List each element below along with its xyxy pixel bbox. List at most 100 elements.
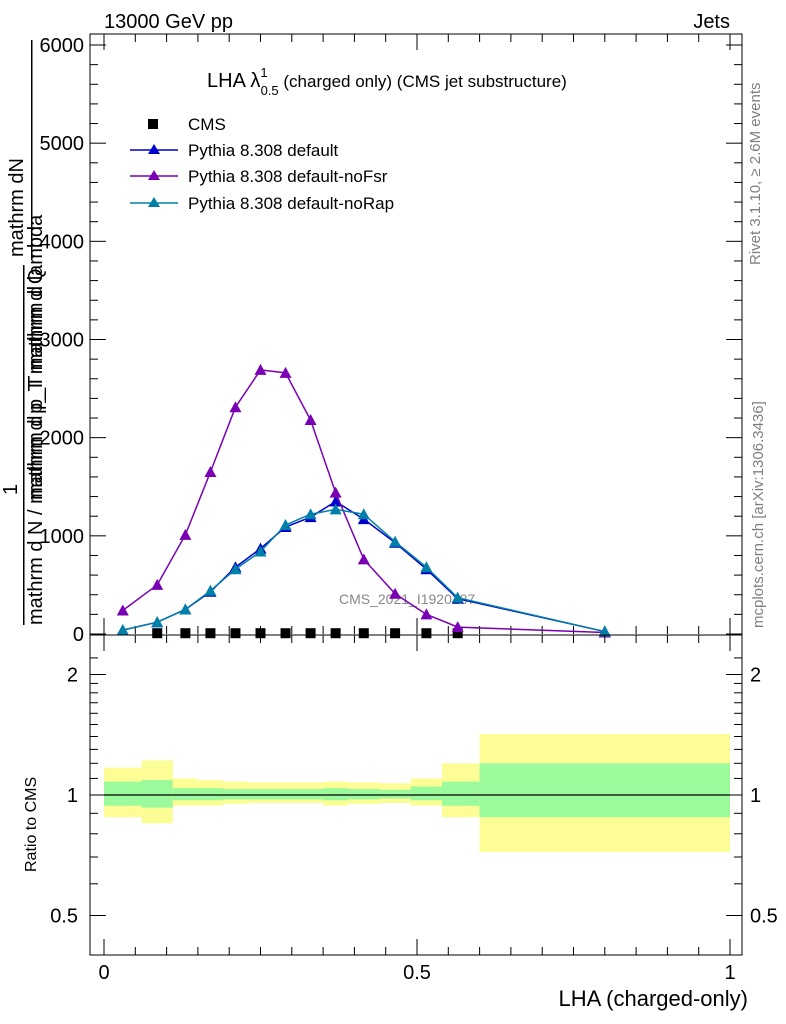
ratio-x-tick-label: 1 bbox=[724, 962, 735, 984]
cms-data-point bbox=[421, 628, 432, 639]
legend-norap-label: Pythia 8.308 default-noRap bbox=[188, 194, 394, 213]
cms-data-point bbox=[255, 628, 266, 639]
noRap-data-point bbox=[389, 535, 402, 547]
ratio-bands bbox=[104, 734, 730, 853]
noFsr-data-point bbox=[229, 401, 242, 413]
ratio-inner-band bbox=[298, 789, 324, 800]
ratio-inner-band bbox=[141, 780, 173, 808]
cms-data-point bbox=[280, 628, 291, 639]
main-y-tick-label: 2000 bbox=[40, 428, 85, 450]
cms-data-point bbox=[180, 628, 191, 639]
y-label-one: 1 bbox=[0, 484, 22, 495]
noFsr-data-point bbox=[279, 366, 292, 378]
ratio-x-tick-label: 0.5 bbox=[403, 962, 431, 984]
ratio-inner-band bbox=[197, 788, 223, 801]
y-label-top2: mathrm d p_T mathrm d lambda bbox=[25, 214, 47, 500]
legend: CMS Pythia 8.308 default Pythia 8.308 de… bbox=[130, 115, 394, 213]
noRap-data-point bbox=[116, 624, 129, 636]
analysis-watermark: CMS_2021_I1920187 bbox=[339, 591, 475, 607]
title-rest: (charged only) (CMS jet substructure) bbox=[279, 72, 567, 91]
ratio-inner-band bbox=[172, 788, 198, 801]
noRap-data-point bbox=[357, 508, 370, 520]
ratio-y-label: Ratio to CMS bbox=[23, 777, 40, 872]
legend-nofsr-marker bbox=[148, 170, 160, 180]
main-y-tick-label: 1000 bbox=[40, 526, 85, 548]
noFsr-data-point bbox=[420, 608, 433, 620]
chart-title: LHA λ1 0.5 (charged only) (CMS jet substr… bbox=[207, 65, 567, 98]
noRap-data-point bbox=[451, 591, 464, 603]
ratio-y-tick-label-right: 2 bbox=[750, 665, 761, 687]
title-main: LHA λ bbox=[207, 70, 260, 92]
main-y-tick-label: 3000 bbox=[40, 330, 85, 352]
cms-data-point bbox=[152, 628, 163, 639]
header-energy: 13000 GeV pp bbox=[104, 11, 233, 33]
legend-norap-marker bbox=[148, 197, 160, 207]
noFsr-data-point bbox=[204, 466, 217, 478]
noFsr-data-point bbox=[329, 486, 342, 498]
legend-cms-label: CMS bbox=[188, 115, 226, 134]
x-axis-label: LHA (charged-only) bbox=[558, 986, 748, 1011]
ratio-y-tick-labels: 0.5 0.5 1 1 2 2 bbox=[50, 665, 778, 928]
ratio-y-tick-label: 1 bbox=[67, 785, 78, 807]
ratio-y-tick-label: 0.5 bbox=[50, 906, 78, 928]
ratio-inner-band bbox=[348, 789, 380, 800]
y-label-bottom: mathrm d N / mathrm d p_T mathrm d Q bbox=[25, 269, 47, 625]
ratio-inner-band bbox=[222, 789, 248, 800]
noFsr-data-point bbox=[116, 604, 129, 616]
ratio-inner-band bbox=[379, 789, 411, 799]
ratio-inner-band bbox=[410, 786, 443, 801]
noFsr-data-point bbox=[389, 587, 402, 599]
ratio-y-tick-label: 2 bbox=[67, 665, 78, 687]
noFsr-data-point bbox=[451, 621, 464, 633]
noFsr-data-point bbox=[357, 553, 370, 565]
noRap-data-point bbox=[329, 503, 342, 515]
noRap-series-line bbox=[122, 508, 605, 633]
cms-data-point bbox=[452, 628, 463, 639]
y-label-fraction-bar-2 bbox=[23, 265, 25, 625]
noFsr-series-line bbox=[122, 369, 605, 634]
y-label-top: mathrm dN bbox=[6, 158, 28, 257]
noRap-data-point bbox=[304, 508, 317, 520]
legend-default-marker bbox=[148, 144, 160, 154]
ratio-y-tick-label-right: 0.5 bbox=[750, 906, 778, 928]
noFsr-data-point bbox=[254, 363, 267, 375]
ratio-y-tick-label-right: 1 bbox=[750, 785, 761, 807]
main-axis-ticks bbox=[90, 34, 742, 635]
cms-data-point bbox=[330, 628, 341, 639]
ratio-x-tick-labels: 0 0.5 1 bbox=[98, 962, 735, 984]
noFsr-data-point bbox=[151, 578, 164, 590]
ratio-axis-ticks bbox=[90, 635, 742, 955]
noFsr-data-point bbox=[304, 413, 317, 425]
legend-default-label: Pythia 8.308 default bbox=[188, 141, 339, 160]
ratio-inner-band bbox=[323, 788, 349, 801]
cms-data-point bbox=[230, 628, 241, 639]
main-series-layer bbox=[116, 363, 611, 639]
cms-data-point bbox=[305, 628, 316, 639]
ratio-inner-band bbox=[104, 781, 142, 806]
legend-nofsr-label: Pythia 8.308 default-noFsr bbox=[188, 167, 388, 186]
y-label-fraction-bar bbox=[31, 40, 33, 258]
rivet-label: Rivet 3.1.10, ≥ 2.6M events bbox=[747, 83, 764, 266]
noRap-data-point bbox=[179, 603, 192, 615]
noRap-data-point bbox=[598, 625, 611, 637]
header-category: Jets bbox=[693, 11, 730, 33]
noFsr-data-point bbox=[179, 528, 192, 540]
noRap-data-point bbox=[279, 519, 292, 531]
ratio-inner-band bbox=[479, 763, 730, 818]
default-data-point bbox=[329, 495, 342, 507]
ratio-inner-band bbox=[273, 789, 299, 800]
title-sub: 0.5 bbox=[261, 83, 279, 98]
cms-data-point bbox=[358, 628, 369, 639]
main-y-tick-label: 6000 bbox=[40, 35, 85, 57]
ratio-inner-band bbox=[442, 781, 480, 806]
main-y-tick-label: 4000 bbox=[40, 231, 85, 253]
main-y-tick-label: 0 bbox=[73, 624, 84, 646]
main-y-tick-labels: 0 1000 2000 3000 4000 5000 6000 bbox=[40, 35, 85, 646]
cms-data-point bbox=[390, 628, 401, 639]
ratio-x-tick-label: 0 bbox=[98, 962, 109, 984]
noRap-data-point bbox=[151, 616, 164, 628]
noRap-data-point bbox=[254, 545, 267, 557]
main-y-axis-label: mathrm dN mathrm d p_T mathrm d lambda 1… bbox=[0, 40, 47, 625]
noRap-data-point bbox=[229, 563, 242, 575]
